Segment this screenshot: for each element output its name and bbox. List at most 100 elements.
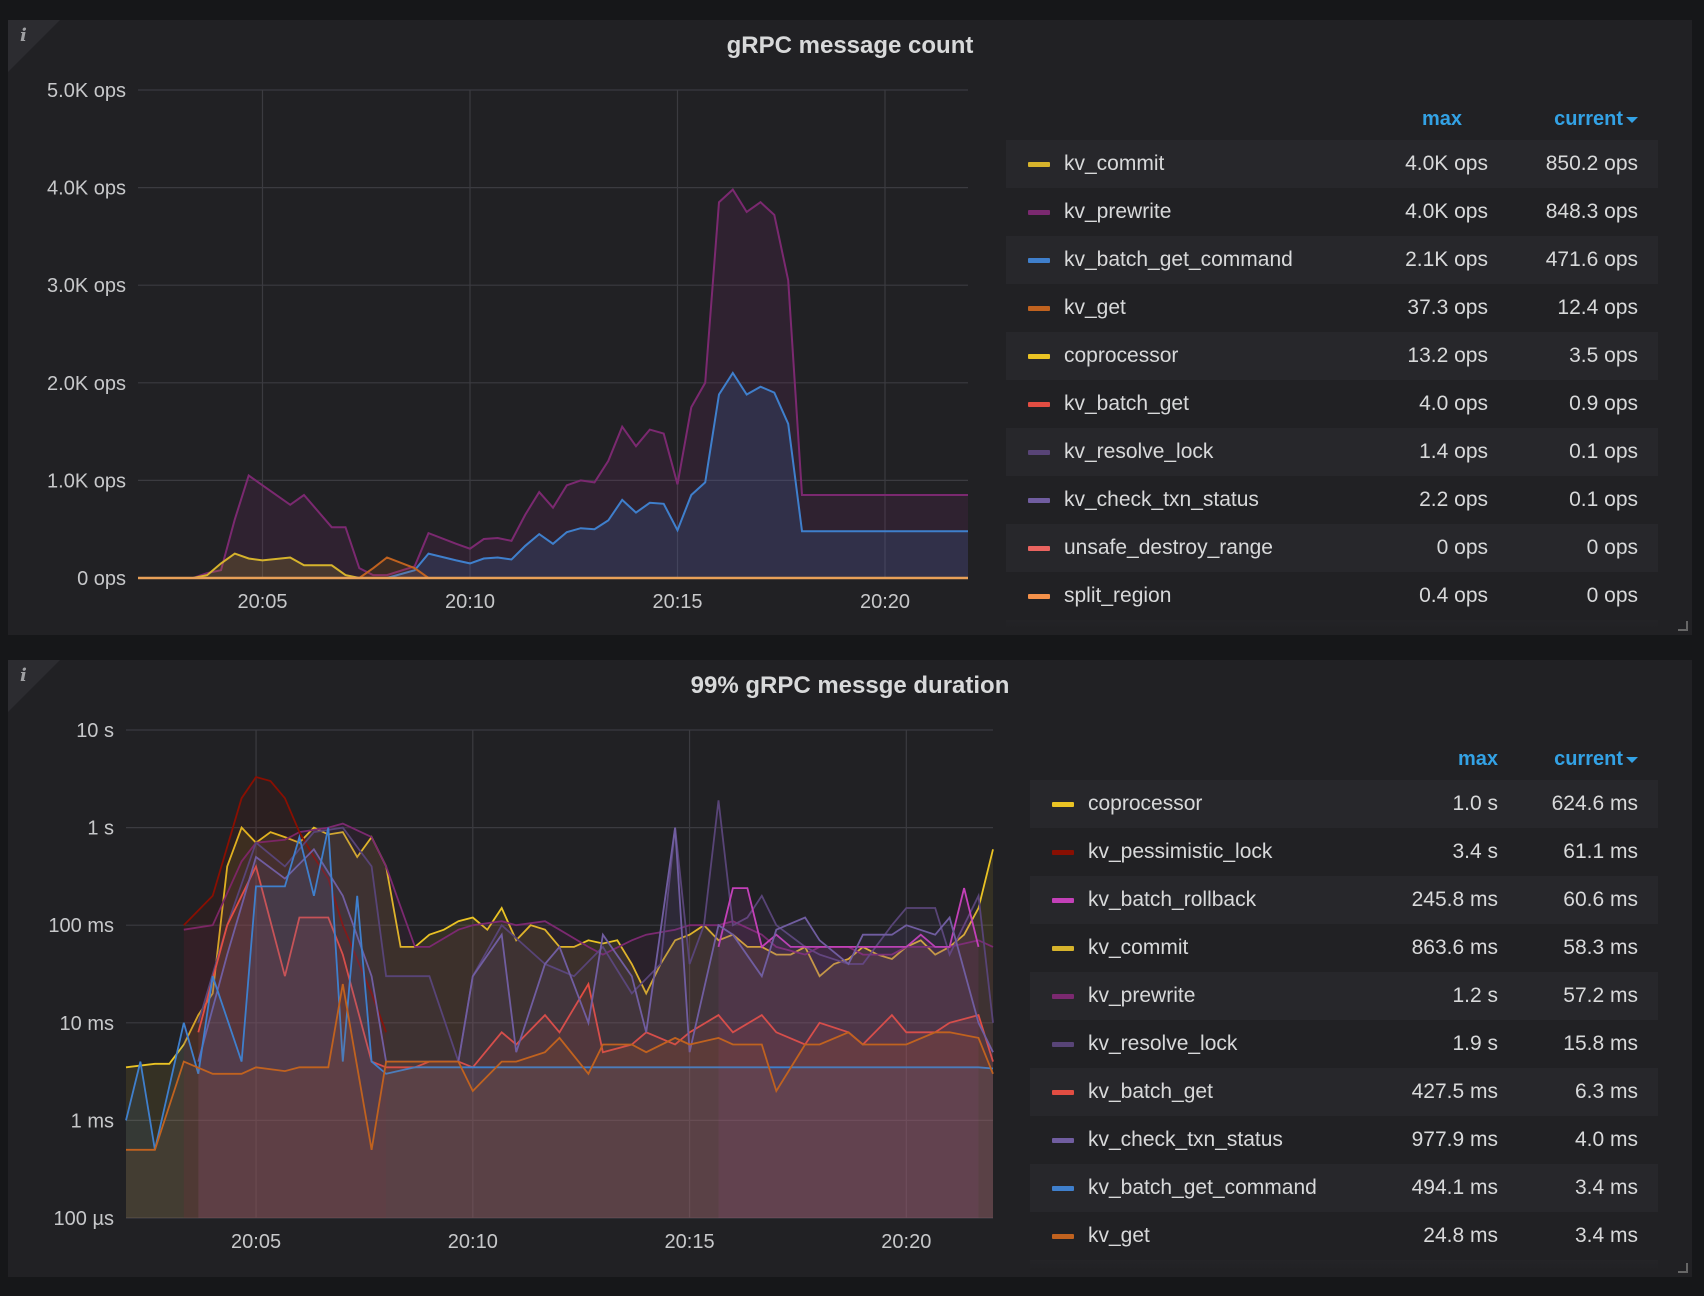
series-color-swatch[interactable]: [1052, 994, 1074, 999]
legend-item-current: 0.1 ops: [1569, 440, 1638, 463]
legend-item-name[interactable]: coprocessor: [1088, 792, 1203, 815]
legend-item-name[interactable]: kv_commit: [1088, 936, 1189, 959]
series-color-swatch[interactable]: [1028, 498, 1050, 503]
legend-item[interactable]: kv_commit 863.6 ms 58.3 ms: [1030, 924, 1658, 972]
series-color-swatch[interactable]: [1028, 402, 1050, 407]
legend-item[interactable]: coprocessor 13.2 ops 3.5 ops: [1006, 332, 1658, 380]
legend-item-max: 24.8 ms: [1423, 1224, 1498, 1247]
series-color-swatch[interactable]: [1052, 1234, 1074, 1239]
panel-info-corner[interactable]: [8, 20, 60, 72]
legend-item-name[interactable]: kv_resolve_lock: [1064, 440, 1214, 463]
legend-item[interactable]: kv_batch_rollback 245.8 ms 60.6 ms: [1030, 876, 1658, 924]
legend-item[interactable]: kv_batch_get_command 2.1K ops 471.6 ops: [1006, 236, 1658, 284]
legend-item[interactable]: kv_get 24.8 ms 3.4 ms: [1030, 1212, 1658, 1260]
y-tick-label: 1 ms: [71, 1110, 114, 1132]
series-color-swatch[interactable]: [1052, 1042, 1074, 1047]
legend-item[interactable]: kv_get 37.3 ops 12.4 ops: [1006, 284, 1658, 332]
series-color-swatch[interactable]: [1052, 898, 1074, 903]
y-tick-label: 100 µs: [54, 1208, 114, 1230]
series-color-swatch[interactable]: [1028, 450, 1050, 455]
legend-item-current: 60.6 ms: [1563, 888, 1638, 911]
legend-item[interactable]: kv_batch_get_command 494.1 ms 3.4 ms: [1030, 1164, 1658, 1212]
legend-item-name[interactable]: kv_get: [1088, 1224, 1150, 1247]
legend-item-name[interactable]: kv_batch_get: [1064, 392, 1189, 415]
series-color-swatch[interactable]: [1028, 546, 1050, 551]
legend-item[interactable]: kv_check_txn_status 977.9 ms 4.0 ms: [1030, 1116, 1658, 1164]
series-color-swatch[interactable]: [1052, 1186, 1074, 1191]
legend-item-name[interactable]: kv_prewrite: [1088, 984, 1196, 1007]
legend-header-max[interactable]: max: [1457, 748, 1498, 770]
legend-item-name[interactable]: kv_check_txn_status: [1088, 1128, 1283, 1151]
legend-item[interactable]: coprocessor 1.0 s 624.6 ms: [1030, 780, 1658, 828]
series-line-kv_check_txn_status: [197, 827, 994, 1063]
series-line-kv_prewrite: [183, 822, 994, 956]
legend-header-current[interactable]: current: [1554, 108, 1638, 131]
resize-handle[interactable]: [1678, 621, 1688, 631]
legend-item-name[interactable]: kv_resolve_lock: [1088, 1032, 1238, 1055]
legend-item[interactable]: kv_prewrite 4.0K ops 848.3 ops: [1006, 188, 1658, 236]
legend-item-name[interactable]: split_region: [1064, 584, 1172, 607]
y-tick-label: 0 ops: [77, 568, 126, 590]
legend-item[interactable]: unsafe_destroy_range 0 ops 0 ops: [1006, 524, 1658, 572]
legend-item-name[interactable]: kv_get: [1064, 296, 1126, 319]
legend-item-name[interactable]: kv_batch_get_command: [1088, 1176, 1317, 1199]
series-color-swatch[interactable]: [1028, 354, 1050, 359]
resize-handle[interactable]: [1678, 1263, 1688, 1273]
legend-item[interactable]: kv_check_txn_status 2.2 ops 0.1 ops: [1006, 476, 1658, 524]
series-color-swatch[interactable]: [1028, 162, 1050, 167]
y-tick-label: 1 s: [87, 818, 114, 840]
series-color-swatch[interactable]: [1052, 946, 1074, 951]
series-color-swatch[interactable]: [1052, 1138, 1074, 1143]
legend-item-max: 863.6 ms: [1411, 936, 1498, 959]
legend-item-name[interactable]: kv_batch_get: [1088, 1080, 1213, 1103]
series-line-kv_batch_get_command: [125, 827, 994, 1150]
legend-item-name[interactable]: kv_commit: [1064, 152, 1165, 175]
legend-item-max: 1.2 s: [1452, 984, 1498, 1007]
legend-item[interactable]: kv_commit 4.0K ops 850.2 ops: [1006, 140, 1658, 188]
legend-item-current: 6.3 ms: [1574, 1080, 1638, 1103]
legend-item[interactable]: kv_resolve_lock 1.4 ops 0.1 ops: [1006, 428, 1658, 476]
legend-item[interactable]: kv_resolve_lock 1.9 s 15.8 ms: [1030, 1020, 1658, 1068]
series-color-swatch[interactable]: [1028, 258, 1050, 263]
series-color-swatch[interactable]: [1028, 210, 1050, 215]
panel-title[interactable]: 99% gRPC messge duration: [690, 672, 1010, 699]
legend-item-name[interactable]: kv_prewrite: [1064, 200, 1172, 223]
legend-item-name[interactable]: kv_pessimistic_lock: [1088, 840, 1273, 863]
panel-info-corner[interactable]: [8, 660, 60, 712]
legend-item[interactable]: kv_batch_get 427.5 ms 6.3 ms: [1030, 1068, 1658, 1116]
legend-header-max[interactable]: max: [1421, 108, 1462, 130]
legend-item-name[interactable]: unsafe_destroy_range: [1064, 536, 1273, 559]
panel-title[interactable]: gRPC message count: [726, 32, 974, 59]
series-color-swatch[interactable]: [1052, 1090, 1074, 1095]
legend-item-max: 427.5 ms: [1411, 1080, 1498, 1103]
y-tick-label: 5.0K ops: [47, 80, 126, 102]
legend-item-name[interactable]: kv_check_txn_status: [1064, 488, 1259, 511]
legend-item-name[interactable]: kv_batch_rollback: [1088, 888, 1257, 911]
legend-item-current: 0 ops: [1586, 584, 1638, 607]
series-color-swatch[interactable]: [1028, 306, 1050, 311]
series-line-kv_pessimistic_lock: [183, 775, 387, 1033]
legend-item-name[interactable]: kv_batch_get_command: [1064, 248, 1293, 271]
legend-item-current: 624.6 ms: [1551, 792, 1638, 815]
info-icon[interactable]: i: [20, 25, 27, 46]
series-color-swatch[interactable]: [1052, 850, 1074, 855]
legend-item-current: 0.9 ops: [1569, 392, 1638, 415]
legend-item-current: 3.4 ms: [1574, 1176, 1638, 1199]
grpc-message-count-panel: i gRPC message count 0 ops 1.0K ops 2.0K o…: [8, 20, 1692, 635]
info-icon[interactable]: i: [20, 665, 27, 686]
grpc-message-duration-panel: i 99% gRPC messge duration 100 µs 1 ms 10 …: [8, 660, 1692, 1277]
legend-item-current: 61.1 ms: [1563, 840, 1638, 863]
legend-item[interactable]: split_region 0.4 ops 0 ops: [1006, 572, 1658, 620]
legend-header-current[interactable]: current: [1554, 748, 1638, 771]
legend-item[interactable]: kv_prewrite 1.2 s 57.2 ms: [1030, 972, 1658, 1020]
series-color-swatch[interactable]: [1028, 594, 1050, 599]
legend-item-max: 13.2 ops: [1407, 344, 1488, 367]
series-color-swatch[interactable]: [1052, 802, 1074, 807]
legend-item[interactable]: kv_pessimistic_lock 3.4 s 61.1 ms: [1030, 828, 1658, 876]
legend-item[interactable]: kv_batch_get 4.0 ops 0.9 ops: [1006, 380, 1658, 428]
legend-item-max: 1.0 s: [1452, 792, 1498, 815]
legend-item-max: 37.3 ops: [1407, 296, 1488, 319]
legend-item-name[interactable]: coprocessor: [1064, 344, 1179, 367]
legend-item-max: 4.0K ops: [1405, 200, 1488, 223]
x-tick-label: 20:20: [860, 591, 910, 613]
